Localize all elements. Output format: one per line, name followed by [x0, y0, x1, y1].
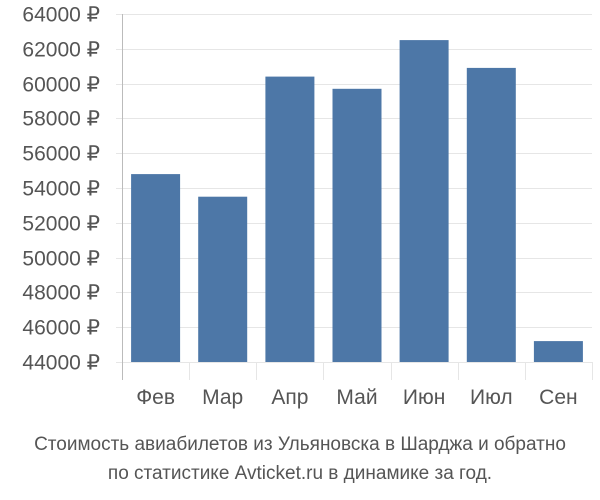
chart-caption: Стоимость авиабилетов из Ульяновска в Ша…: [0, 430, 600, 488]
bar: [198, 196, 248, 362]
caption-line-1: Стоимость авиабилетов из Ульяновска в Ша…: [34, 434, 566, 455]
y-tick-label: 58000 ₽: [22, 108, 100, 131]
y-tick-label: 62000 ₽: [22, 39, 100, 62]
x-axis-ticks: Фев Мар Апр Май Июн Июл Сен: [136, 386, 577, 409]
x-tick-label: Июл: [470, 386, 513, 409]
bar: [399, 40, 449, 362]
bar: [466, 67, 516, 363]
y-tick-label: 50000 ₽: [22, 248, 100, 271]
y-tick-label: 48000 ₽: [22, 282, 100, 305]
y-tick-label: 60000 ₽: [22, 74, 100, 97]
caption-line-2: по статистике Avticket.ru в динамике за …: [107, 463, 493, 484]
x-tick-label: Сен: [539, 386, 577, 409]
y-tick-label: 54000 ₽: [22, 178, 100, 201]
x-tick-label: Июн: [403, 386, 445, 409]
y-tick-label: 56000 ₽: [22, 143, 100, 166]
bar: [131, 174, 181, 362]
x-tick-label: Апр: [271, 386, 308, 409]
bar: [533, 341, 583, 362]
y-tick-label: 46000 ₽: [22, 317, 100, 340]
y-axis-ticks: 44000 ₽ 46000 ₽ 48000 ₽ 50000 ₽ 52000 ₽ 54000…: [22, 4, 100, 375]
x-tick-label: Мар: [202, 386, 243, 409]
bars: [131, 40, 583, 363]
x-tick-label: Май: [336, 386, 377, 409]
y-tick-label: 52000 ₽: [22, 213, 100, 236]
x-tick-label: Фев: [136, 386, 175, 409]
bar: [332, 88, 382, 363]
y-tick-label: 64000 ₽: [22, 4, 100, 27]
bar: [265, 76, 315, 362]
bar-chart: 44000 ₽ 46000 ₽ 48000 ₽ 50000 ₽ 52000 ₽ 54000…: [22, 4, 593, 409]
axes: [122, 14, 593, 380]
y-tick-label: 44000 ₽: [22, 352, 100, 375]
